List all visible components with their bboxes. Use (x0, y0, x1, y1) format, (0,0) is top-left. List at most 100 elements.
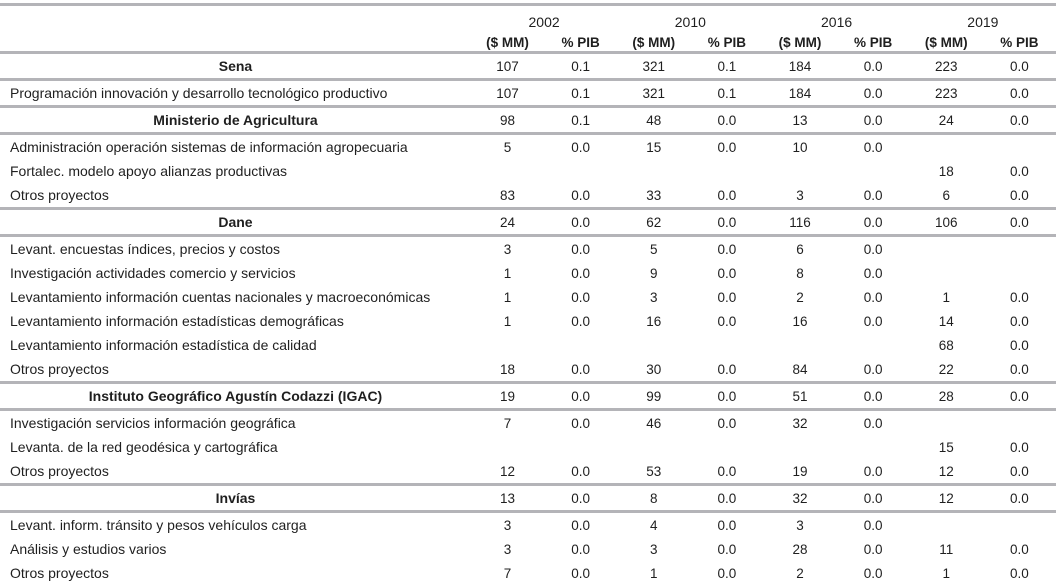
value-cell (471, 435, 544, 459)
value-cell (837, 333, 910, 357)
table-row: Levant. inform. tránsito y pesos vehícul… (0, 512, 1056, 538)
value-cell: 13 (792, 112, 808, 128)
value-cell: 0.0 (863, 112, 883, 128)
value-cell (544, 435, 617, 459)
value-cell: 0.0 (1010, 388, 1029, 404)
table-row: Levanta. de la red geodésica y cartográf… (0, 435, 1056, 459)
table-row: Levantamiento información estadísticas d… (0, 309, 1056, 333)
value-cell: 0.0 (717, 241, 737, 257)
section-row: Dane 24 0.0 62 0.0 116 0.0 106 0.0 (0, 209, 1056, 236)
table-body: Sena 107 0.1 321 0.1 184 0.0 223 0.0 Programación… (0, 53, 1056, 581)
value-cell: 0.0 (717, 490, 737, 506)
value-cell: 19 (792, 463, 808, 479)
value-cell: 0.0 (863, 517, 883, 533)
section-row: Instituto Geográfico Agustín Codazzi (IG… (0, 383, 1056, 410)
row-label: Otros proyectos (10, 187, 109, 203)
value-cell: 8 (650, 490, 658, 506)
value-cell (690, 333, 763, 357)
value-cell: 0.0 (863, 58, 883, 74)
value-cell: 5 (650, 241, 658, 257)
row-label: Investigación servicios información geog… (10, 415, 296, 431)
table-row: Otros proyectos 83 0.0 33 0.0 3 0.0 6 0.0 (0, 183, 1056, 209)
value-cell (544, 159, 617, 183)
value-cell (617, 159, 690, 183)
value-cell: 16 (646, 313, 662, 329)
value-cell (983, 236, 1056, 262)
value-cell: 0.0 (1010, 490, 1029, 506)
value-cell (763, 333, 836, 357)
table-row: Análisis y estudios varios 3 0.0 3 0.0 28 0.0 1… (0, 537, 1056, 561)
value-cell (837, 435, 910, 459)
value-cell: 11 (939, 541, 954, 557)
value-cell: 184 (788, 85, 812, 101)
table-row: Investigación actividades comercio y ser… (0, 261, 1056, 285)
value-cell: 4 (650, 517, 658, 533)
value-cell: 0.0 (717, 139, 737, 155)
value-cell: 0.0 (571, 313, 591, 329)
value-cell (910, 261, 983, 285)
value-cell: 0.0 (571, 541, 591, 557)
value-cell: 8 (796, 265, 804, 281)
value-cell: 3 (503, 541, 512, 557)
section-label: Dane (218, 214, 253, 230)
year-header: 2016 (821, 13, 853, 30)
value-cell: 0.0 (571, 463, 591, 479)
value-cell: 0.0 (1010, 112, 1029, 128)
row-label: Otros proyectos (10, 565, 109, 581)
value-cell: 9 (650, 265, 658, 281)
row-label: Análisis y estudios varios (10, 541, 167, 557)
value-cell: 116 (789, 214, 811, 230)
value-cell: 15 (646, 139, 662, 155)
value-cell: 0.0 (571, 490, 591, 506)
section-row: Sena 107 0.1 321 0.1 184 0.0 223 0.0 (0, 53, 1056, 80)
value-cell: 0.0 (1010, 163, 1029, 179)
value-cell: 0.0 (863, 313, 883, 329)
value-cell: 0.0 (1010, 439, 1029, 455)
table-row: Levantamiento información cuentas nacion… (0, 285, 1056, 309)
row-label: Levantamiento información estadística de… (10, 337, 317, 353)
value-cell: 1 (503, 289, 512, 305)
value-cell: 0.0 (717, 565, 737, 581)
value-cell: 3 (796, 517, 804, 533)
value-cell (983, 134, 1056, 160)
value-cell: 0.0 (717, 265, 737, 281)
value-cell: 223 (935, 85, 958, 101)
year-header: 2019 (967, 13, 999, 30)
pib-header: % PIB (707, 34, 747, 50)
row-label: Programación innovación y desarrollo tec… (10, 85, 388, 101)
value-cell (471, 159, 544, 183)
row-label: Levantamiento información estadísticas d… (10, 313, 344, 329)
value-cell: 12 (938, 490, 954, 506)
value-cell: 68 (938, 337, 954, 353)
value-cell: 1 (942, 565, 951, 581)
row-label: Levanta. de la red geodésica y cartográf… (10, 439, 278, 455)
value-cell (617, 435, 690, 459)
section-row: Ministerio de Agricultura 98 0.1 48 0.0 13 0.0… (0, 107, 1056, 134)
value-cell: 28 (938, 388, 954, 404)
value-cell: 13 (500, 490, 516, 506)
value-cell: 3 (503, 517, 512, 533)
table-row: Otros proyectos 12 0.0 53 0.0 19 0.0 12 0.0 (0, 459, 1056, 485)
value-cell: 0.0 (717, 187, 737, 203)
value-cell: 22 (938, 361, 954, 377)
value-cell: 32 (792, 490, 808, 506)
value-cell: 12 (938, 463, 954, 479)
year-header: 2002 (528, 13, 560, 30)
value-cell: 0.0 (571, 241, 591, 257)
value-cell: 0.0 (1010, 541, 1029, 557)
value-cell: 18 (938, 163, 954, 179)
value-cell: 6 (796, 241, 804, 257)
value-cell: 6 (942, 187, 951, 203)
value-cell: 2 (796, 289, 804, 305)
value-cell: 84 (792, 361, 808, 377)
value-cell: 62 (646, 214, 662, 230)
value-cell: 51 (792, 388, 808, 404)
value-cell: 0.0 (863, 85, 883, 101)
value-cell (544, 333, 617, 357)
value-cell: 0.0 (1010, 85, 1029, 101)
row-label: Otros proyectos (10, 463, 109, 479)
value-cell: 0.0 (1010, 565, 1029, 581)
value-cell: 0.0 (863, 265, 883, 281)
value-cell: 0.0 (717, 112, 737, 128)
unit-header: ($ MM) (924, 34, 968, 50)
